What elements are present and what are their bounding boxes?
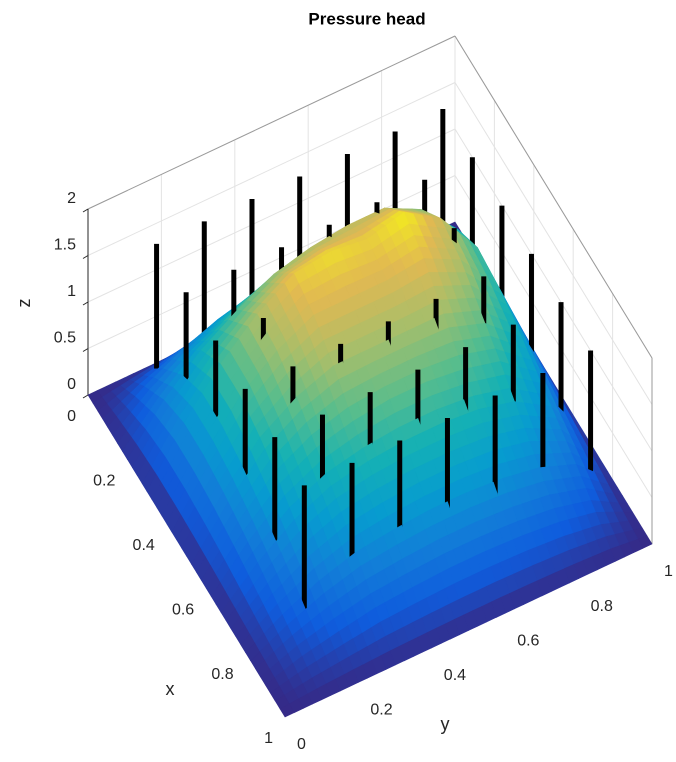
z-tick-label: 0.5 (54, 330, 76, 347)
x-tick-label: 0 (67, 408, 76, 425)
grid-line (454, 82, 653, 405)
x-axis-label: x (166, 679, 175, 699)
y-tick-label: 0.6 (517, 632, 539, 649)
y-tick-label: 0.8 (591, 598, 613, 615)
y-tick-label: 1 (664, 563, 673, 580)
z-tick-label: 2 (67, 190, 76, 207)
x-tick-label: 1 (264, 730, 273, 747)
x-tick-label: 0.8 (211, 666, 233, 683)
labels: Pressure head x y z 0 0.2 0.4 0.6 0.8 1 0 0.2 0.… (14, 9, 673, 753)
chart-title: Pressure head (308, 9, 425, 28)
z-tick-label: 0 (67, 376, 76, 393)
surface-scene (87, 108, 653, 718)
y-tick-label: 0 (297, 736, 306, 753)
x-tick-label: 0.4 (133, 537, 155, 554)
z-tick-mark (82, 255, 89, 259)
grid-line (454, 128, 653, 452)
y-tick-label: 0.4 (444, 667, 466, 684)
surface-patch (279, 703, 295, 718)
x-tick-label: 0.2 (93, 473, 115, 490)
z-tick-mark (82, 394, 89, 399)
y-axis-label: y (441, 714, 450, 734)
grid-line (87, 82, 456, 256)
x-tick-label: 0.6 (172, 601, 194, 618)
y-tick-label: 0.2 (370, 702, 392, 719)
z-tick-label: 1 (67, 283, 76, 300)
z-tick-mark (82, 208, 89, 213)
box-edge (454, 35, 653, 359)
z-axis-label: z (14, 299, 34, 308)
z-tick-mark (82, 348, 89, 352)
grid-line (454, 175, 653, 498)
z-tick-label: 1.5 (54, 237, 76, 254)
box-edge (87, 35, 456, 210)
z-tick-mark (82, 301, 89, 306)
